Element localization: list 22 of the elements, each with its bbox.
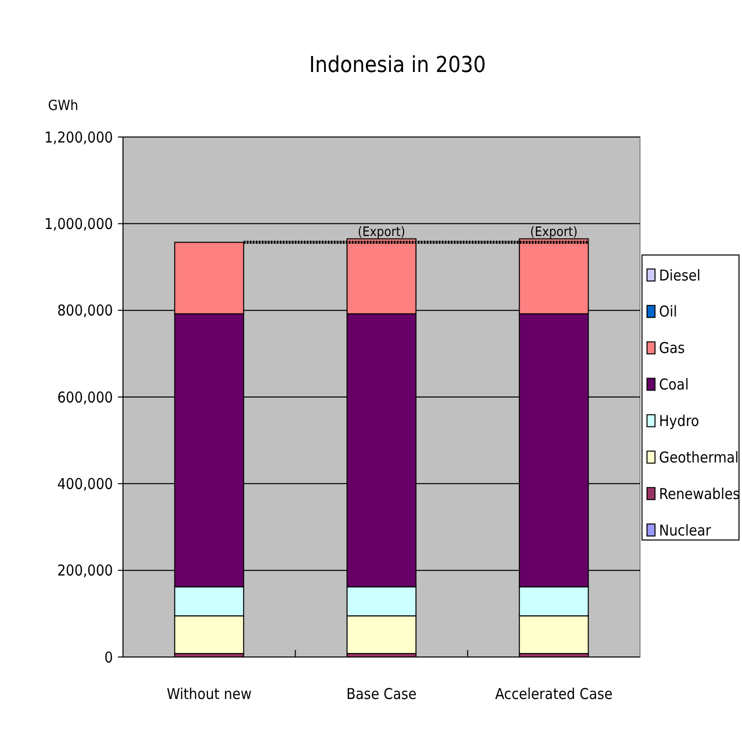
legend-label: Oil: [659, 302, 678, 321]
y-tick-label: 600,000: [57, 388, 113, 406]
legend-label: Geothermal: [659, 448, 739, 466]
x-tick-label: Accelerated Case: [495, 685, 613, 703]
y-tick-label: 400,000: [57, 474, 113, 493]
annotation: (Export): [530, 224, 578, 240]
legend-label: Renewables: [659, 484, 740, 503]
y-tick-label: 200,000: [57, 562, 113, 580]
legend-label: Diesel: [659, 266, 701, 284]
x-tick-label: Base Case: [346, 685, 417, 703]
legend-label: Nuclear: [659, 521, 712, 540]
annotation: (Export): [358, 224, 406, 240]
legend-label: Coal: [659, 376, 689, 394]
x-tick-label: Without new: [166, 685, 252, 703]
legend-label: Hydro: [659, 412, 700, 430]
y-tick-label: 1,000,000: [44, 214, 113, 233]
y-axis-title: GWh: [48, 98, 78, 114]
legend-label: Gas: [659, 339, 685, 358]
y-tick-label: 0: [104, 648, 113, 666]
y-tick-label: 1,200,000: [44, 128, 113, 146]
y-tick-label: 800,000: [57, 302, 113, 320]
chart-title: Indonesia in 2030: [309, 53, 486, 78]
